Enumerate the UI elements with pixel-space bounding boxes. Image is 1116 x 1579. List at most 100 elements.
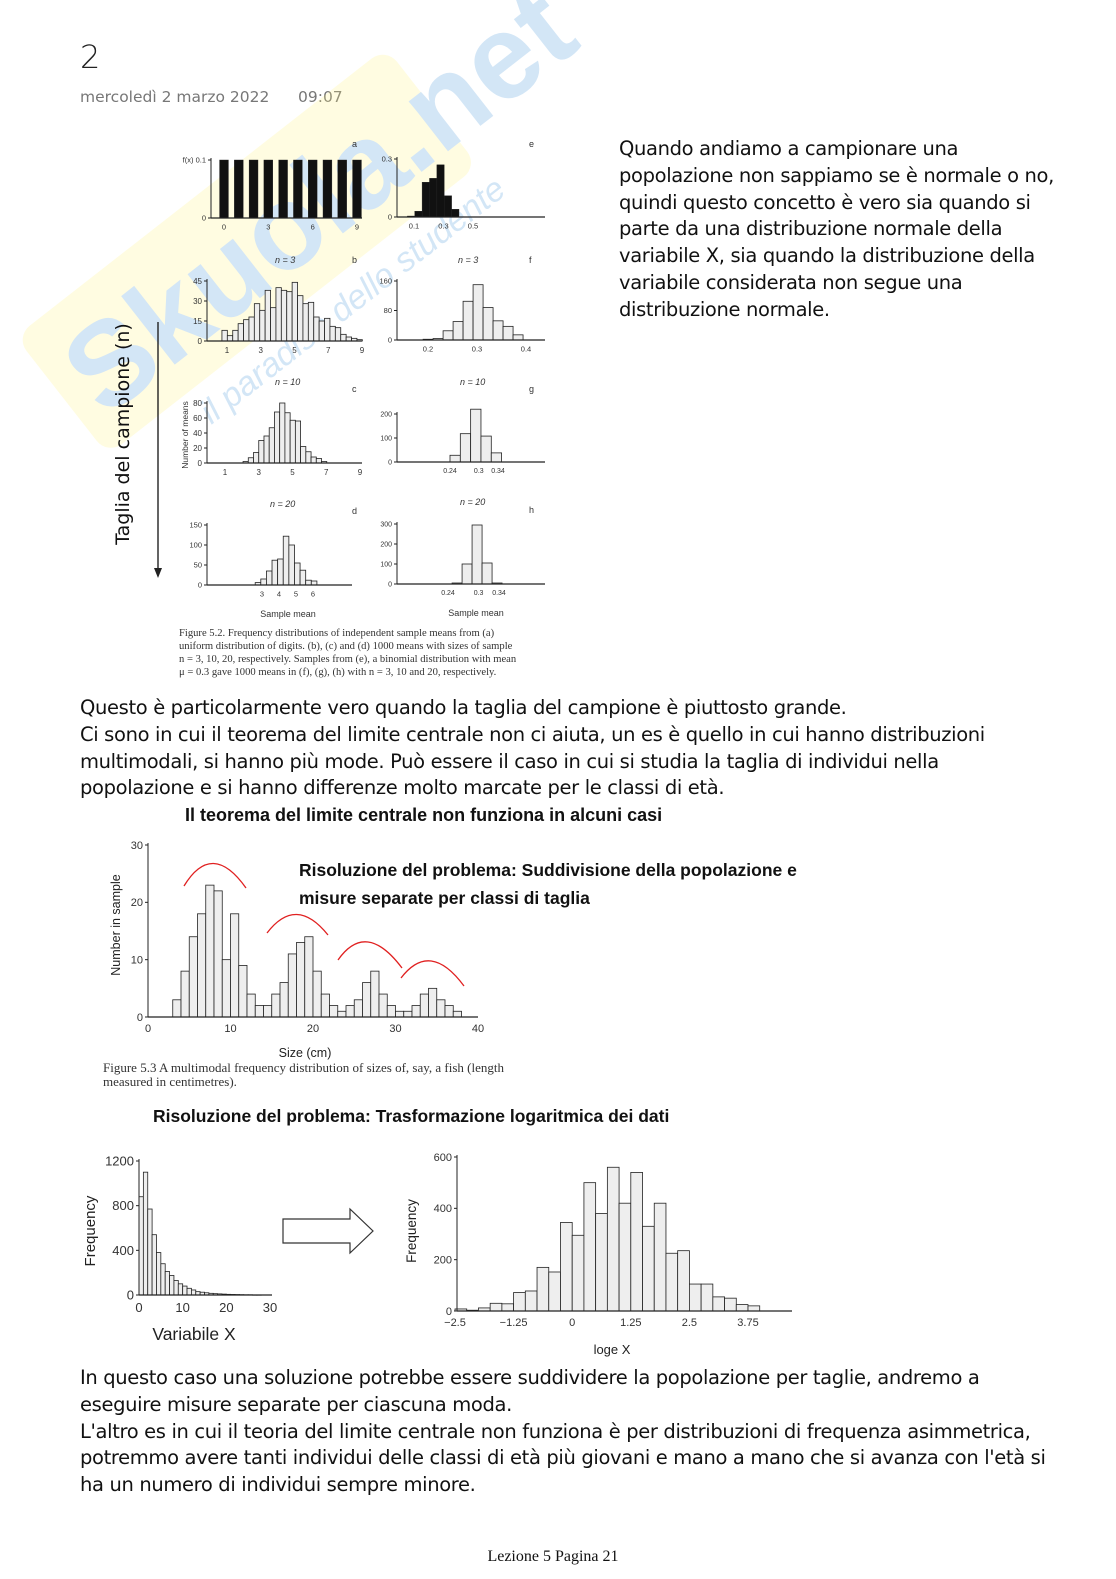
- page-title: 2: [80, 38, 101, 76]
- bar: [595, 1213, 608, 1312]
- text-line: variabile considerata non segue una: [619, 270, 963, 294]
- solution-split-heading: Risoluzione del problema: Suddivisione d…: [299, 856, 797, 912]
- bar: [462, 300, 474, 341]
- bar: [263, 159, 273, 219]
- bar: [234, 159, 244, 219]
- mode-arc: [337, 941, 403, 969]
- bar: [226, 335, 234, 342]
- caption-line: Figure 5.2. Frequency distributions of i…: [179, 628, 495, 639]
- middle-paragraph: Questo è particolarmente vero quando la …: [80, 695, 985, 802]
- bar: [266, 570, 273, 586]
- bar: [444, 195, 452, 218]
- y-tick-label: 10: [131, 955, 143, 967]
- x-tick-label: 0.24: [441, 590, 455, 597]
- x-axis-label-log: loge X: [594, 1342, 631, 1357]
- chart-d: 0 50 100 150 3 4 5 6: [189, 521, 352, 599]
- bar: [238, 965, 248, 1018]
- bar: [147, 1208, 153, 1296]
- bar: [700, 1283, 714, 1312]
- bar: [270, 307, 277, 342]
- bar: [618, 1202, 632, 1312]
- caption-line: uniform distribution of digits. (b), (c)…: [179, 641, 513, 652]
- bar: [259, 309, 266, 342]
- bar: [279, 982, 289, 1018]
- bar: [287, 953, 297, 1018]
- chart-h: 0 100 200 300 0.24 0.3 0.34: [380, 521, 545, 597]
- x-tick-label: 0.34: [491, 468, 505, 475]
- y-tick-label: 100: [380, 435, 392, 442]
- bar: [284, 412, 291, 464]
- y-tick-label: 80: [193, 399, 202, 408]
- text-line: quindi questo concetto è vero sia quando…: [619, 190, 1031, 214]
- y-tick-label: 30: [131, 840, 143, 852]
- text-line: Questo è particolarmente vero quando la …: [80, 696, 847, 719]
- y-tick-label: 100: [189, 541, 202, 550]
- bar: [747, 1305, 761, 1312]
- bar: [395, 1010, 405, 1018]
- bar: [253, 452, 260, 464]
- y-axis-label-freq-right: Frequency: [404, 1199, 419, 1263]
- y-tick-label: 20: [131, 897, 143, 909]
- bar: [307, 301, 315, 342]
- mode-annotation-arcs: [183, 862, 465, 987]
- bar: [411, 1005, 421, 1018]
- text-line: Ci sono in cui il teorema del limite cen…: [80, 722, 985, 746]
- bar: [302, 303, 309, 342]
- x-tick-label: 0.24: [443, 468, 457, 475]
- y-tick-label: 20: [193, 444, 202, 453]
- bar: [606, 1166, 620, 1312]
- caption-line: μ = 0.3 gave 1000 means in (f), (g), (h)…: [179, 667, 496, 678]
- bar: [151, 1234, 157, 1296]
- caption-line: measured in centimetres).: [103, 1074, 237, 1089]
- caption-line: Figure 5.3 A multimodal frequency distri…: [103, 1060, 505, 1075]
- bar: [263, 1005, 273, 1018]
- bar: [724, 1297, 737, 1312]
- bar: [442, 330, 454, 341]
- text-line: popolazione e si hanno differenze molto …: [80, 776, 725, 800]
- solution-log-heading: Risoluzione del problema: Trasformazione…: [153, 1106, 670, 1126]
- y-tick-label: 200: [380, 411, 392, 418]
- panel-letter-a: a: [352, 139, 357, 149]
- panel-letter-c: c: [352, 384, 357, 394]
- y-tick-label: 0: [198, 581, 202, 590]
- y-tick-label: 0: [388, 336, 392, 345]
- chart-c: 0 20 40 60 80 1 3 5 7 9: [193, 399, 363, 477]
- x-tick-label: 7: [326, 346, 331, 355]
- y-tick-label: 80: [384, 306, 392, 315]
- bar: [260, 578, 267, 586]
- x-tick-label: 3: [260, 590, 264, 599]
- y-tick-label: 0: [202, 214, 206, 223]
- closing-paragraph: In questo caso una soluzione potrebbe es…: [80, 1365, 1046, 1499]
- page-footer: Lezione 5 Pagina 21: [487, 1548, 619, 1565]
- bar: [294, 420, 301, 464]
- x-tick-label: 3: [259, 346, 264, 355]
- bar: [278, 159, 288, 219]
- heading-clt-limit: Il teorema del limite centrale non funzi…: [185, 805, 663, 825]
- y-tick-label: 400: [434, 1203, 452, 1215]
- text-line: misure separate per classi di taglia: [299, 888, 590, 908]
- bar: [297, 295, 304, 342]
- y-axis-label-means: Number of means: [180, 401, 190, 469]
- x-tick-label: 30: [263, 1300, 277, 1315]
- y-axis-label-sample: Number in sample: [109, 874, 123, 975]
- bar: [470, 408, 482, 463]
- x-tick-label: 30: [389, 1023, 401, 1035]
- bar: [305, 579, 312, 586]
- x-tick-label: 0.1: [409, 222, 419, 231]
- text-line: L'altro es in cui il teoria del limite c…: [80, 1419, 1031, 1443]
- x-tick-label: 3: [266, 223, 270, 232]
- bar: [324, 317, 331, 342]
- bar: [247, 457, 254, 464]
- sample-size-arrow: Taglia del campione (n): [112, 322, 162, 578]
- bar: [308, 159, 318, 219]
- panel-title-g: n = 10: [460, 377, 485, 387]
- bar: [258, 440, 265, 464]
- x-tick-label: 2.5: [682, 1317, 697, 1329]
- x-tick-label: 0.3: [438, 222, 448, 231]
- bar: [221, 329, 228, 342]
- x-tick-label: 0.3: [472, 345, 482, 354]
- y-tick-label: 0: [137, 1012, 143, 1024]
- bar: [735, 1304, 749, 1312]
- bar: [353, 999, 363, 1018]
- bar: [452, 321, 464, 341]
